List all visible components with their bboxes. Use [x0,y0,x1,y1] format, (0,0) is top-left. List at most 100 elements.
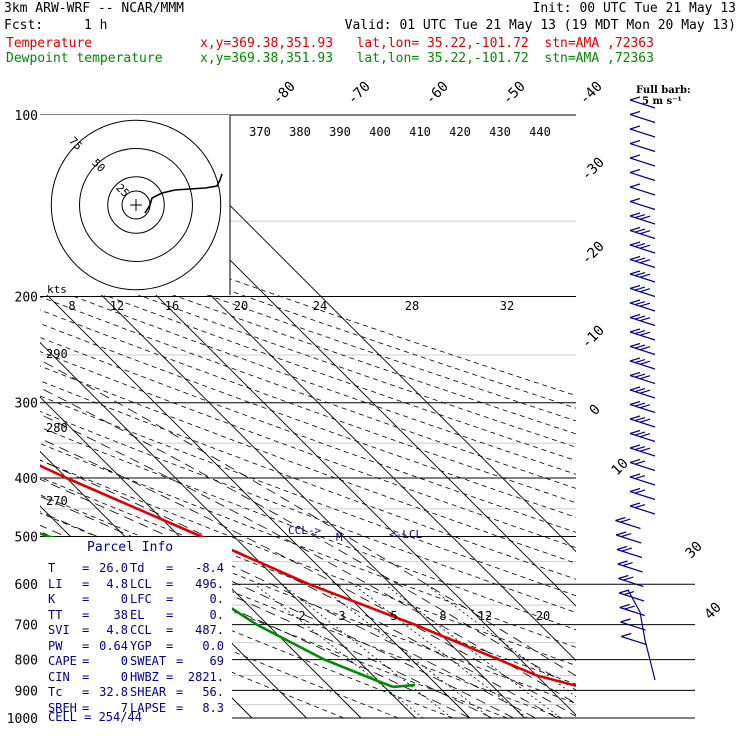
equals-sign: = [82,623,90,637]
dewpoint-legend-location: x,y=369.38,351.93 lat,lon= 35.22,-101.72… [200,51,654,66]
mixing-ratio-bottom-label: 2 [298,609,305,623]
wind-barb [629,458,656,472]
dry-adiabat [40,380,576,580]
wind-barb [629,110,656,124]
hodograph-ring [50,119,222,291]
parcel-info-v1: 38 [113,607,128,622]
mixing-ratio-line [254,583,424,719]
dry-adiabat [40,245,576,435]
wind-barb [629,284,656,298]
parcel-info-row: SREH 7 LAPSE 8.3 = = [48,701,232,716]
theta-label: 430 [489,125,511,139]
temperature-profile [40,464,576,688]
m-marker: M [336,531,343,544]
wind-barb [629,241,656,254]
parcel-info-row: SVI 4.8 CCL 487. = = [48,623,232,638]
parcel-info-row: LI 4.8 LCL 496. = = [48,577,232,592]
equals-sign: = [176,700,184,715]
parcel-info-v1: 0 [120,654,128,668]
mixing-ratio-bottom-label: 20 [536,609,550,623]
wind-barb [629,313,656,327]
dewpoint-legend-label: Dewpoint temperature [6,51,163,66]
parcel-info-row: TT 38 EL 0. = = [48,608,232,623]
pressure-label-400: 400 [15,472,38,487]
wind-barb [629,473,656,486]
equals-sign: = [82,561,90,575]
wind-barb [629,357,656,370]
parcel-info-k1: CIN [48,669,70,684]
isotherm-label: 40 [702,600,725,623]
wind-barb [629,270,656,283]
parcel-info-v2: 487. [195,623,224,637]
parcel-info-v1: 4.8 [106,576,128,591]
parcel-info-v1: 4.8 [106,623,128,637]
wind-barb [629,342,656,356]
parcel-info-v2: 8.3 [202,700,224,715]
equals-sign: = [166,576,174,591]
parcel-info-k2: CCL [130,623,152,637]
parcel-info-v2: 0. [209,607,224,622]
dry-adiabat [40,395,576,597]
parcel-info-k2: SHEAR [130,685,167,699]
parcel-info-k1: LI [48,576,63,591]
isotherm-label: -70 [345,79,374,108]
mixing-ratio-top-label: 16 [165,299,179,313]
mixing-ratio-top-label: 20 [234,299,248,313]
mixing-ratio-line [317,583,491,719]
parcel-info-k1: TT [48,607,63,622]
wind-barb [629,154,656,167]
wind-barbs [615,96,656,681]
wind-barb [629,226,656,240]
parcel-info-v1: 0.64 [99,638,128,653]
pressure-label-100: 100 [15,109,38,124]
mixing-ratio-top-label: 12 [110,299,124,313]
wind-barb [629,502,656,515]
pressure-label-1000: 1000 [7,712,38,727]
parcel-info-k1: PW [48,638,63,653]
parcel-info-k1: Tc [48,685,63,699]
equals-sign: = [166,607,174,622]
parcel-info-k2: LFC [130,592,152,606]
isotherm-label: 10 [609,456,632,479]
wind-barb-low [627,589,656,681]
equals-sign: = [82,700,90,715]
wind-barb [621,632,647,646]
wind-barb [617,560,643,573]
parcel-info-k2: EL [130,607,145,622]
equals-sign: = [166,561,174,575]
pressure-label-500: 500 [15,530,38,545]
wind-barb [629,168,656,182]
parcel-info-title: Parcel Info [87,540,174,555]
isotherm-label: -60 [423,79,452,108]
valid-time: Valid: 01 UTC Tue 21 May 13 (19 MDT Mon … [344,18,736,33]
theta-label: 410 [409,125,431,139]
parcel-info-box: Parcel Info T 26.0 Td -8.4 = = LI 4.8 LCL 496. = = K… [40,537,232,730]
parcel-info-v1: 0 [120,592,128,606]
theta-label: 400 [369,125,391,139]
isotherm-label: 30 [683,539,706,562]
parcel-info-v2: -8.4 [195,561,224,575]
forecast-label: Fcst: [4,18,44,33]
wind-barb [629,197,656,211]
parcel-info-k2: Td [130,561,145,575]
wind-barb [615,531,642,544]
hodograph-ring [79,148,193,262]
wind-barb [616,545,643,559]
parcel-info-v1: 26.0 [99,561,128,575]
wind-barb [618,574,644,588]
moist-adiabat [40,495,514,719]
wind-barb [629,487,656,501]
theta-label: 390 [329,125,351,139]
parcel-info-v2: 69 [209,654,224,668]
pressure-label-900: 900 [15,684,38,699]
mixing-ratio-top-label: 32 [500,299,514,313]
moist-adiabat [40,478,536,719]
wind-barb [629,125,656,138]
dry-adiabat [40,209,576,397]
parcel-info-k2: SWEAT [130,654,167,668]
dry-adiabat [40,365,576,564]
parcel-info-cell: CELL = 254/44 [48,710,142,724]
parcel-info-v2: 2821. [187,669,224,684]
wind-barb [619,603,645,617]
wind-barb [629,415,656,428]
